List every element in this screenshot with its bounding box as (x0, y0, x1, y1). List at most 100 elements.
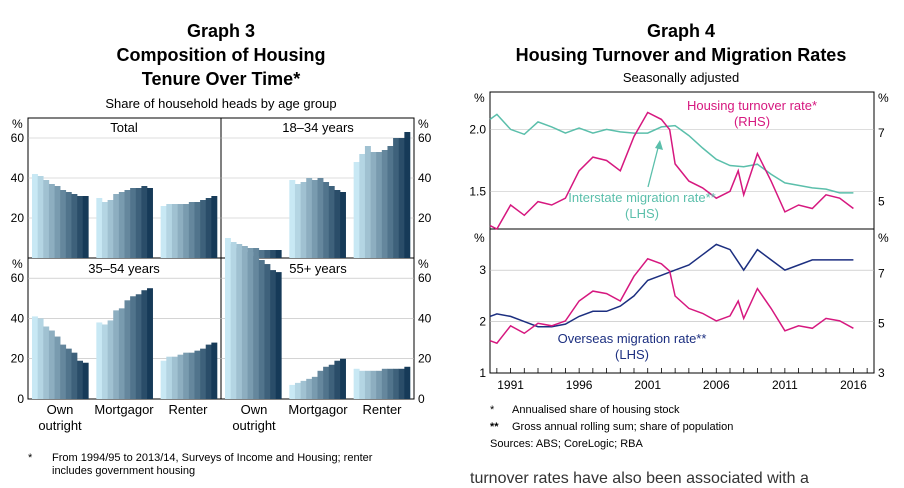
g3-bar (82, 196, 89, 258)
g4-xtick-label: 2006 (703, 378, 730, 392)
overseas-note: (LHS) (615, 347, 649, 362)
g4-xtick-label: 2001 (634, 378, 661, 392)
g3-bar (211, 196, 218, 258)
g3-bar (359, 154, 366, 258)
g3-ytick-right: 60 (418, 131, 432, 145)
g3-bar (48, 184, 55, 258)
g3-bar (398, 138, 405, 258)
g3-bar (60, 190, 67, 258)
g4-xtick-label: 1996 (566, 378, 593, 392)
g3-bar (188, 352, 195, 399)
graph4-note2-marker: ** (490, 421, 499, 433)
g3-ytick-left: 40 (11, 311, 25, 325)
graph4-note1-text: Annualised share of housing stock (512, 404, 680, 416)
graph4-label: Graph 4 (646, 21, 716, 41)
g3-bar (264, 250, 271, 258)
g3-bar (359, 370, 366, 399)
g3-ytick-right: 40 (418, 311, 432, 325)
g3-bar (241, 249, 248, 399)
g3-bar (71, 194, 78, 258)
g3-bar (101, 202, 108, 258)
g3-bar (270, 250, 276, 258)
g3-unit-right-top: % (418, 117, 429, 131)
g3-bar (205, 344, 212, 399)
g3-ytick-right: 20 (418, 352, 432, 366)
g3-bar (171, 204, 178, 258)
g3-unit-left-bottom: % (12, 257, 23, 271)
g3-cat-rent-r: Renter (362, 402, 402, 417)
g3-bar (107, 200, 114, 258)
g3-bar (96, 198, 103, 258)
g3-bar (230, 243, 237, 399)
g3-bar (118, 192, 125, 258)
g3-bar (124, 190, 131, 258)
g3-bar (135, 294, 142, 399)
g3-bar (323, 182, 330, 258)
g3-bar (398, 368, 405, 399)
g3-bar (264, 264, 271, 399)
g3-bar (71, 352, 78, 399)
g3-bar (328, 186, 335, 258)
g3-bar (160, 206, 167, 258)
g3-bar (381, 368, 388, 399)
g3-bar (113, 310, 120, 399)
graph3-footnote-marker: * (28, 452, 33, 464)
g3-bar (118, 308, 125, 399)
g4-unit-left-top: % (474, 91, 485, 105)
g3-ytick-left: 60 (11, 271, 25, 285)
g3-bar (364, 370, 371, 399)
g3-bar (43, 180, 50, 258)
g3-bar (334, 190, 341, 258)
g3-bar (160, 360, 167, 399)
g3-bar (353, 162, 360, 258)
g3-bar (65, 348, 72, 399)
g3-ytick-left: 20 (11, 352, 25, 366)
g3-bar (177, 204, 184, 258)
body-text-fragment: turnover rates have also been associated… (470, 470, 809, 487)
g3-bar (37, 176, 44, 258)
g3-ytick-right: 60 (418, 271, 432, 285)
g3-bar (300, 380, 307, 399)
g3-bar (393, 368, 400, 399)
g3-bar (340, 358, 346, 399)
g3-bar (177, 354, 184, 399)
g3-bar (323, 366, 330, 399)
g3-cat-mort: Mortgagor (94, 402, 154, 417)
g3-unit-left-top: % (12, 117, 23, 131)
g4-bottom-ytick-right: 3 (878, 366, 885, 380)
g3-cat-mort-r: Mortgagor (288, 402, 348, 417)
g3-bar (317, 178, 324, 258)
g3-bar (275, 272, 282, 399)
graph4-title: Housing Turnover and Migration Rates (515, 45, 847, 65)
g3-bar (77, 360, 83, 399)
g3-bar (200, 348, 207, 399)
g3-bar (32, 316, 38, 399)
g3-cat-own-2: outright (38, 418, 82, 433)
graph3-chart: Total 18–34 years 35–54 years 55+ years … (11, 117, 432, 433)
interstate-label: Interstate migration rate** (568, 190, 715, 205)
g3-bar (294, 382, 301, 399)
g3-cat-own-1: Own (47, 402, 74, 417)
g4-top-ytick-left: 2.0 (469, 122, 486, 136)
g3-bar (300, 182, 307, 258)
g3-bar (306, 378, 313, 399)
graph3-footnote-line2: includes government housing (52, 465, 196, 477)
g4-top-ytick-left: 1.5 (469, 185, 486, 199)
graph3-footnote-line1: From 1994/95 to 2013/14, Surveys of Inco… (52, 452, 373, 464)
interstate-arrowhead (655, 140, 663, 150)
turnover-label: Housing turnover rate* (687, 98, 817, 113)
graph4-note2-text: Gross annual rolling sum; share of popul… (512, 421, 734, 433)
g3-bar (54, 336, 61, 399)
turnover-note: (RHS) (734, 114, 770, 129)
g4-unit-right-bottom: % (878, 231, 889, 245)
g3-bar (376, 370, 383, 399)
g4-top-series-line (489, 111, 854, 230)
g3-bar (370, 152, 377, 258)
g3-bar (194, 202, 201, 258)
g4-frame-bottom (489, 228, 875, 374)
g3-bar (60, 344, 67, 399)
g3-bar (43, 326, 50, 399)
g3-bar (188, 202, 195, 258)
g3-bar (141, 186, 148, 258)
g3-bar (147, 188, 153, 258)
